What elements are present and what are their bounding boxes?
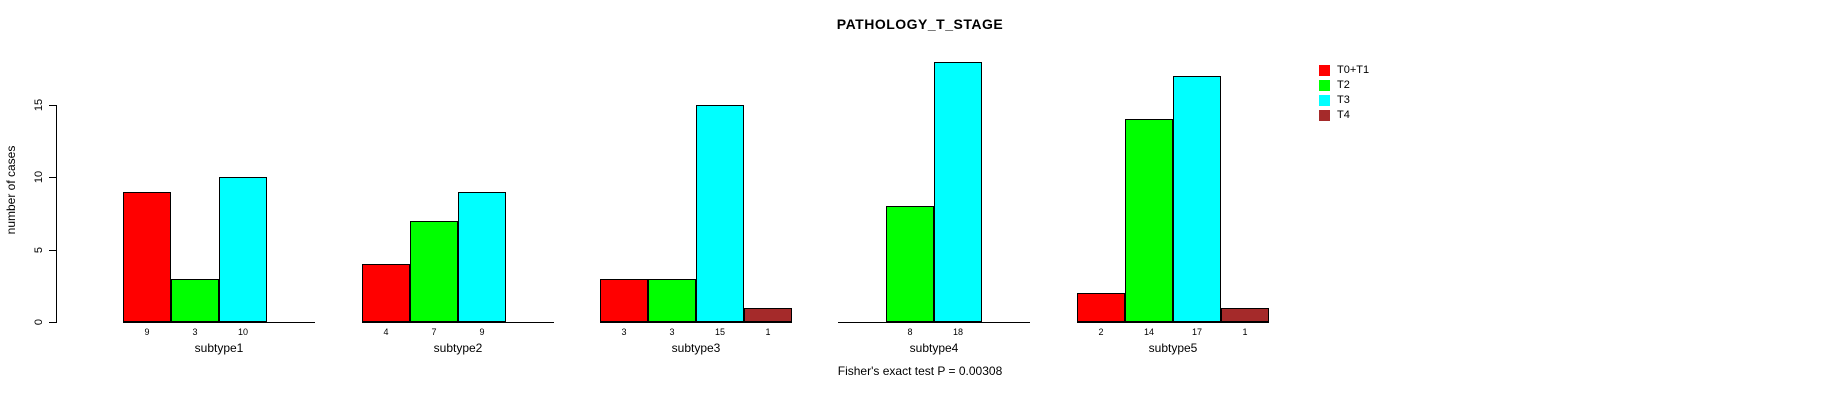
legend-item: T2: [1319, 79, 1369, 92]
y-tick-label: 10: [33, 170, 45, 184]
bar-subtype3-T3: [696, 105, 744, 322]
bar-subtype5-T3: [1173, 76, 1221, 322]
bar-subtype1-T3: [219, 177, 267, 322]
x-axis-baseline: [838, 322, 1030, 323]
y-tick-mark: [49, 250, 56, 251]
y-tick-mark: [49, 177, 56, 178]
bar-value-label: 3: [669, 327, 675, 337]
legend-swatch-T4: [1319, 110, 1330, 121]
y-tick-label: 5: [33, 246, 45, 254]
y-tick-label: 15: [33, 98, 45, 112]
bar-value-label: 10: [237, 327, 248, 337]
bar-value-label: 9: [144, 327, 150, 337]
bar-subtype2-T2: [410, 221, 458, 322]
bar-value-label: 3: [192, 327, 198, 337]
category-label: subtype2: [433, 341, 483, 355]
category-label: subtype5: [1148, 341, 1198, 355]
fisher-test-caption: Fisher's exact test P = 0.00308: [837, 364, 1003, 378]
category-label: subtype3: [671, 341, 721, 355]
legend-item: T4: [1319, 109, 1369, 122]
x-axis-baseline: [1077, 322, 1269, 323]
x-axis-baseline: [600, 322, 792, 323]
bar-value-label: 7: [431, 327, 437, 337]
bar-value-label: 1: [1242, 327, 1248, 337]
bar-value-label: 4: [383, 327, 389, 337]
bar-value-label: 14: [1143, 327, 1154, 337]
category-label: subtype1: [194, 341, 244, 355]
y-tick-label: 0: [33, 318, 45, 326]
bar-value-label: 3: [621, 327, 627, 337]
bar-subtype5-T0+T1: [1077, 293, 1125, 322]
bar-value-label: 1: [765, 327, 771, 337]
x-axis-baseline: [123, 322, 315, 323]
bar-subtype2-T0+T1: [362, 264, 410, 322]
bar-subtype5-T2: [1125, 119, 1173, 322]
legend-item: T0+T1: [1319, 64, 1369, 77]
legend-label: T0+T1: [1337, 64, 1370, 76]
legend-label: T4: [1337, 109, 1350, 121]
bar-subtype4-T2: [886, 206, 934, 322]
legend: T0+T1 T2 T3 T4: [1319, 64, 1369, 124]
bar-value-label: 17: [1191, 327, 1202, 337]
legend-swatch-T3: [1319, 95, 1330, 106]
legend-label: T2: [1337, 79, 1350, 91]
chart-title: PATHOLOGY_T_STAGE: [836, 16, 1004, 32]
legend-swatch-T0+T1: [1319, 65, 1330, 76]
bar-value-label: 8: [907, 327, 913, 337]
legend-item: T3: [1319, 94, 1369, 107]
bar-value-label: 9: [479, 327, 485, 337]
bar-subtype5-T4: [1221, 308, 1269, 322]
bar-subtype1-T2: [171, 279, 219, 322]
legend-swatch-T2: [1319, 80, 1330, 91]
y-axis-line: [56, 104, 57, 323]
bar-subtype2-T3: [458, 192, 506, 322]
y-axis-title: number of cases: [4, 145, 18, 235]
bar-subtype3-T2: [648, 279, 696, 322]
bar-subtype4-T3: [934, 62, 982, 322]
y-tick-mark: [49, 322, 56, 323]
bar-subtype1-T0+T1: [123, 192, 171, 322]
y-tick-mark: [49, 105, 56, 106]
category-label: subtype4: [909, 341, 959, 355]
bar-value-label: 15: [714, 327, 725, 337]
bar-value-label: 18: [952, 327, 963, 337]
bar-subtype3-T4: [744, 308, 792, 322]
bar-subtype3-T0+T1: [600, 279, 648, 322]
x-axis-baseline: [362, 322, 554, 323]
bar-value-label: 2: [1098, 327, 1104, 337]
legend-label: T3: [1337, 94, 1350, 106]
